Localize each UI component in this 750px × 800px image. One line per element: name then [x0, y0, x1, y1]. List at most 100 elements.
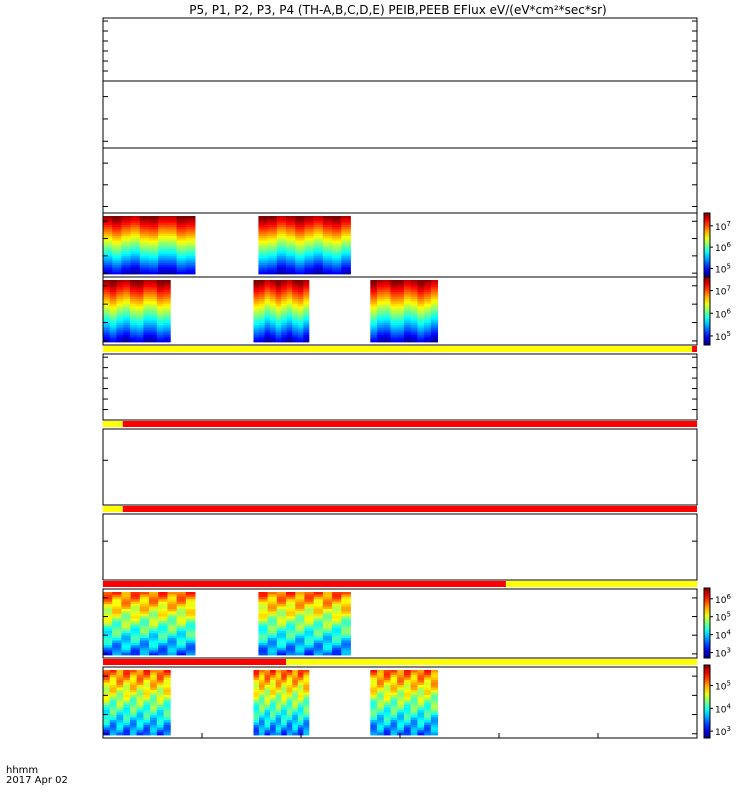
spectrogram-cell — [103, 242, 113, 246]
spectrogram-cell — [130, 267, 141, 270]
spectrogram-cell — [264, 730, 271, 733]
spectrogram-cell — [264, 720, 271, 723]
spectrogram-cell — [430, 318, 439, 321]
spectrogram-cell — [103, 608, 113, 612]
spectrogram-cell — [341, 242, 351, 246]
spectrogram-cell — [275, 301, 282, 305]
spectrogram-cell — [276, 613, 287, 617]
spectrogram-cell — [295, 608, 305, 612]
spectrogram-cell — [103, 697, 111, 701]
spectrogram-cell — [149, 635, 159, 639]
spectrogram-cell — [313, 618, 324, 622]
spectrogram-cell — [156, 337, 164, 341]
spectrogram-cell — [264, 692, 271, 696]
spectrogram-cell — [149, 245, 159, 248]
spectrogram-cell — [430, 322, 439, 326]
spectrogram-cell — [123, 670, 131, 673]
spectrogram-cell — [103, 616, 113, 620]
spectrogram-cell — [303, 670, 310, 673]
spectrogram-cell — [397, 334, 405, 338]
spectrogram-cell — [150, 325, 158, 329]
spectrogram-cell — [143, 722, 151, 726]
spectrogram-cell — [130, 611, 141, 615]
spectrogram-cell — [158, 267, 168, 270]
spectrogram-cell — [103, 715, 111, 718]
spectrogram-cell — [167, 240, 178, 244]
spectrogram-cell — [322, 604, 333, 607]
spectrogram-cell — [103, 236, 113, 239]
spectrogram-cell — [341, 628, 351, 632]
spectrogram-cell — [109, 294, 117, 298]
spectrogram-cell — [150, 306, 158, 310]
spectrogram-cell — [281, 337, 288, 341]
spectrogram-cell — [163, 315, 171, 319]
spectrogram-cell — [341, 621, 351, 624]
spectrogram-cell — [136, 715, 144, 718]
spectrogram-cell — [410, 670, 418, 673]
spectrogram-cell — [158, 220, 168, 224]
spectrogram-cell — [297, 296, 304, 300]
spectrogram-cell — [185, 594, 196, 598]
spectrogram-cell — [295, 618, 305, 622]
spectrogram-cell — [341, 220, 351, 224]
spectrogram-cell — [156, 697, 164, 701]
spectrogram-cell — [121, 240, 132, 244]
spectrogram-cell — [259, 330, 265, 333]
spectrogram-cell — [322, 236, 333, 239]
spectrogram-cell — [275, 322, 282, 326]
spectrogram-cell — [156, 710, 164, 713]
spectrogram-cell — [304, 218, 315, 221]
spectrogram-cell — [109, 685, 117, 688]
spectrogram-cell — [156, 722, 164, 726]
spectrogram-cell — [297, 692, 304, 696]
spectrogram-cell — [163, 717, 171, 721]
spectrogram-cell — [123, 705, 131, 708]
spectrogram-cell — [143, 306, 151, 310]
spectrogram-cell — [112, 645, 122, 649]
spectrogram-cell — [258, 625, 269, 629]
spectrogram-cell — [303, 284, 310, 288]
spectrogram-cell — [143, 330, 151, 333]
spectrogram-cell — [121, 269, 132, 273]
spectrogram-cell — [129, 672, 138, 676]
spectrogram-cell — [370, 337, 378, 341]
spectrogram-cell — [129, 325, 138, 329]
spectrogram-cell — [267, 260, 278, 264]
spectrogram-cell — [286, 638, 296, 641]
spectrogram-cell — [116, 330, 124, 333]
spectrogram-cell — [264, 717, 271, 721]
spectrogram-cell — [313, 630, 324, 634]
spectrogram-cell — [270, 717, 277, 721]
spectrogram-cell — [109, 303, 117, 307]
spectrogram-cell — [130, 220, 141, 224]
spectrogram-cell — [185, 216, 196, 219]
spectrogram-cell — [275, 705, 282, 708]
spectrogram-cell — [403, 315, 412, 319]
spectrogram-cell — [424, 702, 432, 706]
spectrogram-cell — [322, 642, 333, 646]
spectrogram-cell — [341, 227, 351, 230]
spectrogram-cell — [297, 327, 304, 331]
spectrogram-cell — [403, 289, 412, 293]
spectrogram-cell — [275, 339, 282, 343]
spectrogram-cell — [303, 313, 310, 317]
spectrogram-cell — [109, 339, 117, 343]
spectrogram-cell — [276, 592, 287, 595]
spectrogram-cell — [286, 652, 296, 656]
spectrogram-cell — [253, 727, 260, 731]
spectrogram-cell — [270, 303, 277, 307]
spectrogram-cell — [417, 677, 425, 681]
spectrogram-cell — [139, 652, 150, 656]
spectrogram-cell — [121, 229, 132, 233]
spectrogram-cell — [116, 695, 124, 698]
spectrogram-cell — [322, 594, 333, 598]
spectrogram-cell — [103, 730, 111, 733]
spectrogram-cell — [176, 216, 187, 219]
spectrogram-cell — [390, 712, 398, 716]
spectrogram-cell — [377, 700, 385, 703]
spectrogram-cell — [163, 327, 171, 331]
spectrogram-cell — [103, 672, 111, 676]
spectrogram-cell — [143, 692, 151, 696]
spectrogram-cell — [258, 229, 269, 233]
spectrogram-cell — [158, 271, 168, 275]
